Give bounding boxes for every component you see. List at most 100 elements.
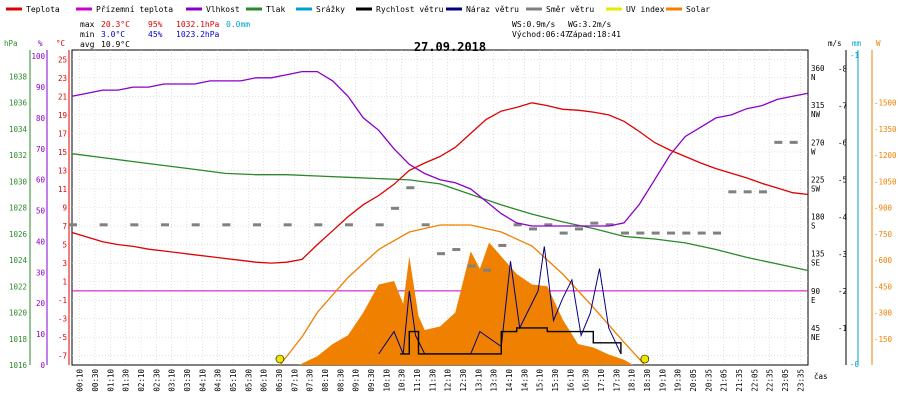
x-tick-label: 19:30 <box>674 369 683 392</box>
wind-direction-mark <box>161 223 169 227</box>
legend-label: Teplota <box>26 5 60 14</box>
direction-tick-dir: N <box>811 73 816 82</box>
humidity-tick: 40 <box>36 237 46 246</box>
direction-tick-deg: 45 <box>811 324 820 333</box>
x-tick-label: 16:10 <box>566 369 575 392</box>
direction-tick-dir: SE <box>811 259 821 268</box>
legend-label: Vlhkost <box>206 5 240 14</box>
x-tick-label: 06:10 <box>260 369 269 392</box>
pressure-unit: hPa <box>4 39 18 48</box>
x-tick-label: 15:10 <box>536 369 545 392</box>
x-tick-label: 04:10 <box>198 369 207 392</box>
temperature-tick: 5 <box>62 241 67 250</box>
solar-tick: -1200 <box>874 151 897 160</box>
stat-min-press: 1023.2hPa <box>176 30 220 39</box>
wind-direction-mark <box>421 223 430 227</box>
legend-label: Náraz větru <box>466 5 519 14</box>
x-tick-label: 07:30 <box>306 369 315 392</box>
x-tick-label: 18:10 <box>628 369 637 392</box>
wind-direction-mark <box>467 264 476 268</box>
temperature-tick: 23 <box>58 74 67 83</box>
stat-min-temp: 3.0°C <box>101 30 125 39</box>
legend-label: UV index <box>626 5 665 14</box>
wind-tick: -2 <box>838 287 847 296</box>
x-tick-label: 12:30 <box>459 369 468 392</box>
x-tick-label: 13:10 <box>474 369 483 392</box>
x-tick-label: 11:10 <box>413 369 422 392</box>
wind-direction-mark <box>452 248 461 252</box>
sunset-marker <box>640 354 650 364</box>
stat-ws: WS:0.9m/s <box>512 20 556 29</box>
x-tick-label: 08:10 <box>321 369 330 392</box>
x-tick-label: 09:30 <box>367 369 376 392</box>
x-tick-label: 23:05 <box>781 369 790 392</box>
direction-tick-deg: 135 <box>811 250 825 259</box>
temperature-tick: -1 <box>58 296 67 305</box>
wind-direction-mark <box>605 223 614 227</box>
wind-tick: -3 <box>838 250 847 259</box>
wind-tick: -6 <box>838 139 848 148</box>
chart-title: 27.09.2018 <box>414 40 486 54</box>
solar-tick: -1050 <box>874 177 897 186</box>
humidity-tick: 80 <box>36 114 46 123</box>
wind-direction-mark <box>774 140 783 144</box>
wind-direction-mark <box>728 190 737 194</box>
solar-tick: -600 <box>874 256 893 265</box>
pressure-tick: 1022 <box>9 282 27 291</box>
direction-tick-deg: 315 <box>811 101 825 110</box>
legend-label: Rychlost větru <box>376 5 444 14</box>
x-tick-label: 10:30 <box>398 369 407 392</box>
x-tick-label: 14:10 <box>505 369 514 392</box>
legend-label: Tlak <box>266 5 285 14</box>
wind-direction-mark <box>99 223 108 227</box>
temperature-tick: 7 <box>62 222 67 231</box>
wind-unit: m/s <box>828 39 842 48</box>
x-tick-label: 21:05 <box>720 369 729 392</box>
x-tick-label: 01:10 <box>106 369 115 392</box>
wind-direction-mark <box>314 223 323 227</box>
rain-unit: mm <box>852 39 862 48</box>
solar-area <box>298 242 634 365</box>
x-axis-label: čas <box>814 372 828 381</box>
direction-tick-dir: S <box>811 222 816 231</box>
wind-direction-mark <box>253 223 261 227</box>
wind-direction-mark <box>667 231 675 235</box>
humidity-tick: 100 <box>31 52 45 61</box>
wind-direction-mark <box>621 231 629 235</box>
x-tick-label: 16:30 <box>582 369 591 392</box>
wind-direction-mark <box>559 231 568 235</box>
legend-label: Směr větru <box>546 5 594 14</box>
direction-tick-deg: 180 <box>811 213 825 222</box>
x-tick-label: 20:35 <box>704 369 713 392</box>
x-tick-label: 19:10 <box>658 369 667 392</box>
temperature-tick: 1 <box>62 278 67 287</box>
x-tick-label: 12:10 <box>444 369 453 392</box>
stat-sunrise: Východ:06:47 <box>512 30 570 39</box>
plot-area <box>71 49 809 366</box>
temperature-tick: 15 <box>58 148 67 157</box>
pressure-tick: 1032 <box>9 151 27 160</box>
humidity-tick: 90 <box>36 83 46 92</box>
pressure-tick: 1036 <box>9 99 28 108</box>
x-tick-label: 10:10 <box>382 369 391 392</box>
stat-wg: WG:3.2m/s <box>568 20 612 29</box>
humidity-tick: 30 <box>36 268 46 277</box>
temperature-tick: 11 <box>58 185 67 194</box>
solar-max-line <box>279 224 646 366</box>
wind-direction-mark <box>69 223 77 227</box>
wind-direction-mark <box>375 223 384 227</box>
direction-tick-deg: 360 <box>811 64 825 73</box>
x-tick-label: 22:05 <box>750 369 759 392</box>
wind-direction-mark <box>759 190 767 194</box>
temperature-tick: -3 <box>58 315 67 324</box>
wind-direction-mark <box>130 223 139 227</box>
x-tick-label: 21:35 <box>735 369 744 392</box>
x-tick-label: 13:30 <box>490 369 499 392</box>
rain-tick: -0 <box>850 360 860 369</box>
legend-label: Přízemní teplota <box>96 5 173 14</box>
direction-tick-dir: NE <box>811 333 821 342</box>
wind-direction-mark <box>575 227 583 231</box>
wind-direction-mark <box>789 140 798 144</box>
